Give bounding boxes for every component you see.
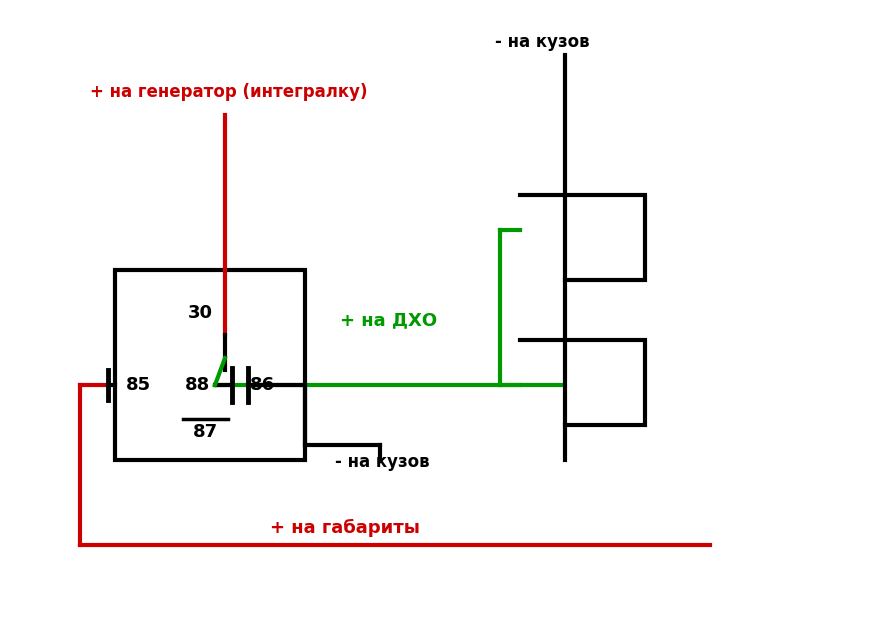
Bar bbox=[115, 270, 305, 460]
Text: - на кузов: - на кузов bbox=[335, 453, 429, 471]
Text: 88: 88 bbox=[185, 376, 210, 394]
Bar bbox=[564, 340, 644, 425]
Text: 30: 30 bbox=[188, 304, 212, 322]
Text: + на ДХО: + на ДХО bbox=[340, 311, 436, 329]
Bar bbox=[564, 195, 644, 280]
Text: 86: 86 bbox=[249, 376, 275, 394]
Text: - на кузов: - на кузов bbox=[494, 33, 589, 51]
Text: + на габариты: + на габариты bbox=[269, 519, 420, 537]
Text: + на генератор (интегралку): + на генератор (интегралку) bbox=[90, 83, 367, 101]
Text: 87: 87 bbox=[192, 423, 217, 441]
Text: 85: 85 bbox=[125, 376, 150, 394]
